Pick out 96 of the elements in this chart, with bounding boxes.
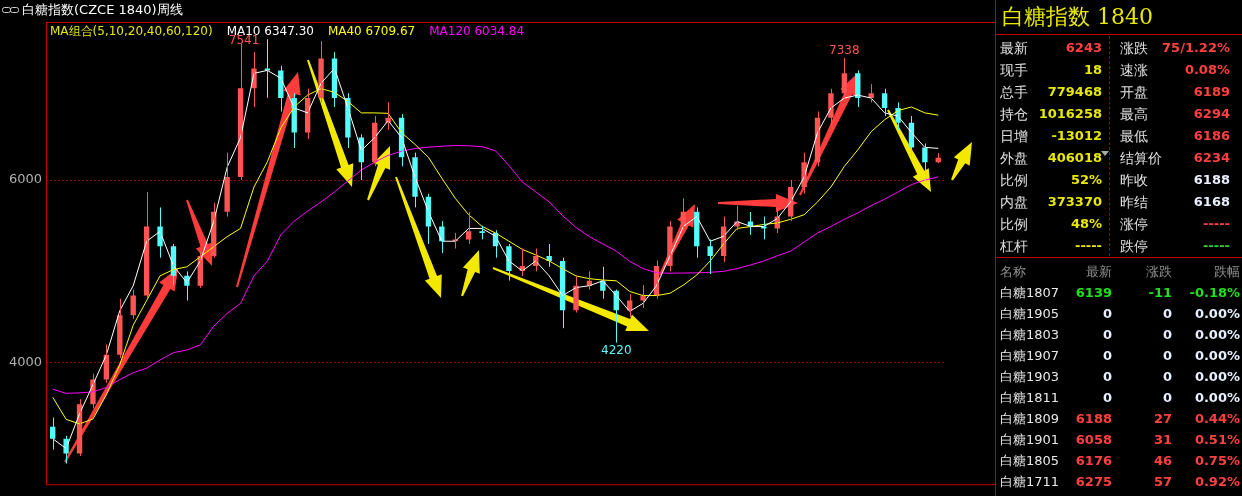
text: 日增 [1000, 128, 1028, 144]
text: ----- [1203, 238, 1230, 254]
text: MA120 6034.84 [429, 24, 525, 38]
text: 比例 [1000, 172, 1028, 188]
text: 6188 [1075, 411, 1112, 427]
text: 涨跌 [1146, 264, 1172, 280]
text: 结算价 [1120, 150, 1162, 166]
text: 6234 [1193, 150, 1230, 166]
text: 0 [1162, 306, 1172, 322]
text: 白糖1803 [1000, 327, 1060, 343]
text: 跌幅 [1214, 264, 1240, 280]
annotation: 4220 [600, 342, 632, 357]
text: 白糖1907 [1000, 348, 1060, 364]
text: 0.00% [1194, 369, 1240, 385]
candlestick [479, 225, 485, 240]
text: 6188 [1193, 172, 1230, 188]
text: 0 [1102, 306, 1112, 322]
text: 0 [1162, 348, 1172, 364]
text: 0.00% [1194, 390, 1240, 406]
text: 0 [1162, 390, 1172, 406]
text: 0.08% [1184, 62, 1230, 78]
text: 总手 [1000, 84, 1028, 100]
text: 0 [1162, 327, 1172, 343]
text: 最低 [1120, 128, 1148, 144]
text: 白糖1711 [1000, 474, 1060, 490]
text: MA40 6709.67 [327, 24, 416, 38]
text: 52% [1070, 172, 1102, 188]
text: 涨跌 [1120, 40, 1148, 56]
text: 开盘 [1120, 84, 1148, 100]
text: 白糖1905 [1000, 306, 1060, 322]
text: -13012 [1051, 128, 1102, 144]
text: 75/1.22% [1162, 40, 1230, 56]
text: -0.18% [1189, 285, 1240, 301]
text: 18 [1083, 62, 1102, 78]
chart-title: 白糖指数(CZCE 1840)周线 [22, 2, 183, 18]
text: 速涨 [1120, 62, 1148, 78]
text: 6243 [1065, 40, 1102, 56]
text: 0 [1162, 369, 1172, 385]
text: 6168 [1193, 194, 1230, 210]
text: 1016258 [1038, 106, 1102, 122]
text: 0 [1102, 390, 1112, 406]
text: 杠杆 [1000, 238, 1028, 254]
text: 0.51% [1194, 432, 1240, 448]
text: 白糖1811 [1000, 390, 1060, 406]
text: 57 [1153, 474, 1172, 490]
text: 6176 [1075, 453, 1112, 469]
text: 白糖指数 1840 [1002, 4, 1153, 30]
text: 0 [1102, 348, 1112, 364]
text: 最新 [1086, 264, 1112, 280]
text: 6139 [1075, 285, 1112, 301]
text: 46 [1153, 453, 1172, 469]
text: 比例 [1000, 216, 1028, 232]
text: 内盘 [1000, 194, 1028, 210]
annotation: 7338 [829, 42, 860, 57]
text: 779468 [1047, 84, 1102, 100]
text: 昨结 [1120, 194, 1148, 210]
text: 跌停 [1120, 238, 1148, 254]
text: 31 [1153, 432, 1172, 448]
text: 昨收 [1120, 172, 1148, 188]
text: 0.44% [1194, 411, 1240, 427]
text: 6294 [1193, 106, 1230, 122]
text: 0.00% [1194, 306, 1240, 322]
text: 白糖1807 [1000, 285, 1060, 301]
text: 外盘 [1000, 150, 1028, 166]
text: 0.00% [1194, 348, 1240, 364]
text: 白糖1809 [1000, 411, 1060, 427]
text: 白糖1805 [1000, 453, 1060, 469]
candlestick [224, 152, 230, 218]
text: 6189 [1193, 84, 1230, 100]
candlestick [922, 142, 928, 183]
text: ----- [1075, 238, 1102, 254]
text: 名称 [1000, 264, 1026, 280]
text: ----- [1203, 216, 1230, 232]
text: 6275 [1075, 474, 1112, 490]
text: 27 [1153, 411, 1172, 427]
text: 涨停 [1120, 216, 1148, 232]
text: 6058 [1075, 432, 1112, 448]
text: 0 [1102, 369, 1112, 385]
text: 48% [1070, 216, 1102, 232]
text: 6186 [1193, 128, 1230, 144]
text: 0.92% [1194, 474, 1240, 490]
text: 最高 [1120, 106, 1148, 122]
text: 0 [1102, 327, 1112, 343]
text: -11 [1148, 285, 1172, 301]
text: 白糖1903 [1000, 369, 1060, 385]
text: 0.75% [1194, 453, 1240, 469]
text: 持仓 [1000, 106, 1028, 122]
text: 现手 [1000, 62, 1028, 78]
y-tick-label: 6000 [8, 171, 42, 187]
text: 最新 [1000, 40, 1028, 56]
text: 373370 [1047, 194, 1102, 210]
text: 白糖1901 [1000, 432, 1060, 448]
text: 406018 [1047, 150, 1102, 166]
text: 0.00% [1194, 327, 1240, 343]
legend-title: MA组合(5,10,20,40,60,120) [50, 24, 213, 38]
y-tick-label: 4000 [8, 354, 42, 370]
